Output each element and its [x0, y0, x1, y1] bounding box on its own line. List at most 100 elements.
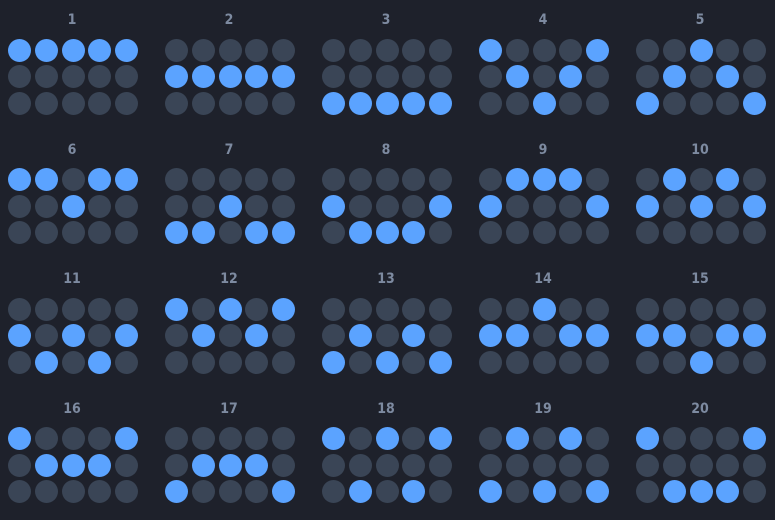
active-cell: [662, 168, 686, 191]
active-cell: [34, 453, 58, 477]
payline-number: 16: [63, 400, 81, 417]
inactive-cell: [532, 427, 556, 450]
inactive-cell: [743, 350, 767, 374]
payline-pattern[interactable]: 3: [314, 0, 471, 120]
active-cell: [636, 427, 659, 450]
payline-pattern[interactable]: 20: [628, 389, 775, 509]
inactive-cell: [115, 350, 139, 374]
payline-pattern[interactable]: 16: [0, 389, 157, 509]
payline-pattern[interactable]: 15: [628, 259, 775, 379]
payline-pattern[interactable]: 6: [0, 130, 157, 250]
inactive-cell: [191, 427, 215, 450]
payline-number: 5: [695, 12, 705, 28]
active-cell: [34, 350, 58, 374]
inactive-cell: [61, 350, 85, 374]
active-cell: [165, 65, 188, 88]
inactive-cell: [505, 38, 529, 62]
active-cell: [636, 194, 659, 218]
payline-pattern[interactable]: 9: [471, 130, 628, 250]
inactive-cell: [61, 168, 85, 191]
inactive-cell: [245, 297, 269, 321]
inactive-cell: [636, 221, 659, 244]
inactive-cell: [165, 38, 188, 62]
active-cell: [115, 38, 139, 62]
inactive-cell: [559, 480, 583, 503]
inactive-cell: [34, 324, 58, 347]
active-cell: [636, 324, 659, 347]
payline-pattern[interactable]: 11: [0, 259, 157, 379]
payline-pattern[interactable]: 5: [628, 0, 775, 120]
active-cell: [115, 427, 139, 450]
inactive-cell: [743, 168, 767, 191]
inactive-cell: [375, 38, 399, 62]
active-cell: [88, 38, 112, 62]
payline-pattern[interactable]: 2: [157, 0, 314, 120]
payline-pattern[interactable]: 4: [471, 0, 628, 120]
active-cell: [716, 480, 740, 503]
payline-number: 9: [538, 141, 548, 158]
inactive-cell: [272, 427, 296, 450]
inactive-cell: [34, 194, 58, 218]
payline-pattern[interactable]: 10: [628, 130, 775, 250]
active-cell: [245, 221, 269, 244]
active-cell: [402, 324, 426, 347]
inactive-cell: [505, 350, 529, 374]
inactive-cell: [586, 168, 610, 191]
active-cell: [479, 194, 502, 218]
active-cell: [559, 427, 583, 450]
payline-pattern[interactable]: 13: [314, 259, 471, 379]
inactive-cell: [429, 480, 453, 503]
inactive-cell: [402, 453, 426, 477]
inactive-cell: [322, 168, 345, 191]
inactive-cell: [245, 38, 269, 62]
active-cell: [743, 91, 767, 115]
payline-pattern[interactable]: 8: [314, 130, 471, 250]
inactive-cell: [559, 91, 583, 115]
inactive-cell: [272, 91, 296, 115]
payline-pattern[interactable]: 19: [471, 389, 628, 509]
active-cell: [245, 65, 269, 88]
active-cell: [165, 480, 188, 503]
inactive-cell: [689, 324, 713, 347]
payline-pattern[interactable]: 14: [471, 259, 628, 379]
active-cell: [88, 453, 112, 477]
payline-pattern[interactable]: 1: [0, 0, 157, 120]
active-cell: [322, 194, 345, 218]
active-cell: [191, 65, 215, 88]
inactive-cell: [218, 324, 242, 347]
inactive-cell: [479, 427, 502, 450]
inactive-cell: [245, 168, 269, 191]
active-cell: [479, 324, 502, 347]
active-cell: [505, 324, 529, 347]
payline-pattern[interactable]: 18: [314, 389, 471, 509]
inactive-cell: [34, 297, 58, 321]
payline-number: 2: [224, 12, 234, 28]
inactive-cell: [191, 350, 215, 374]
active-cell: [743, 427, 767, 450]
inactive-cell: [479, 65, 502, 88]
inactive-cell: [402, 65, 426, 88]
payline-pattern[interactable]: 12: [157, 259, 314, 379]
inactive-cell: [636, 297, 659, 321]
inactive-cell: [245, 427, 269, 450]
active-cell: [716, 324, 740, 347]
inactive-cell: [505, 221, 529, 244]
inactive-cell: [505, 297, 529, 321]
inactive-cell: [218, 427, 242, 450]
inactive-cell: [375, 324, 399, 347]
inactive-cell: [479, 168, 502, 191]
payline-pattern[interactable]: 17: [157, 389, 314, 509]
inactive-cell: [532, 350, 556, 374]
inactive-cell: [662, 194, 686, 218]
inactive-cell: [375, 453, 399, 477]
payline-pattern[interactable]: 7: [157, 130, 314, 250]
inactive-cell: [61, 65, 85, 88]
inactive-cell: [165, 453, 188, 477]
active-cell: [34, 168, 58, 191]
active-cell: [689, 350, 713, 374]
inactive-cell: [586, 221, 610, 244]
inactive-cell: [479, 91, 502, 115]
inactive-cell: [689, 221, 713, 244]
inactive-cell: [88, 324, 112, 347]
active-cell: [636, 91, 659, 115]
